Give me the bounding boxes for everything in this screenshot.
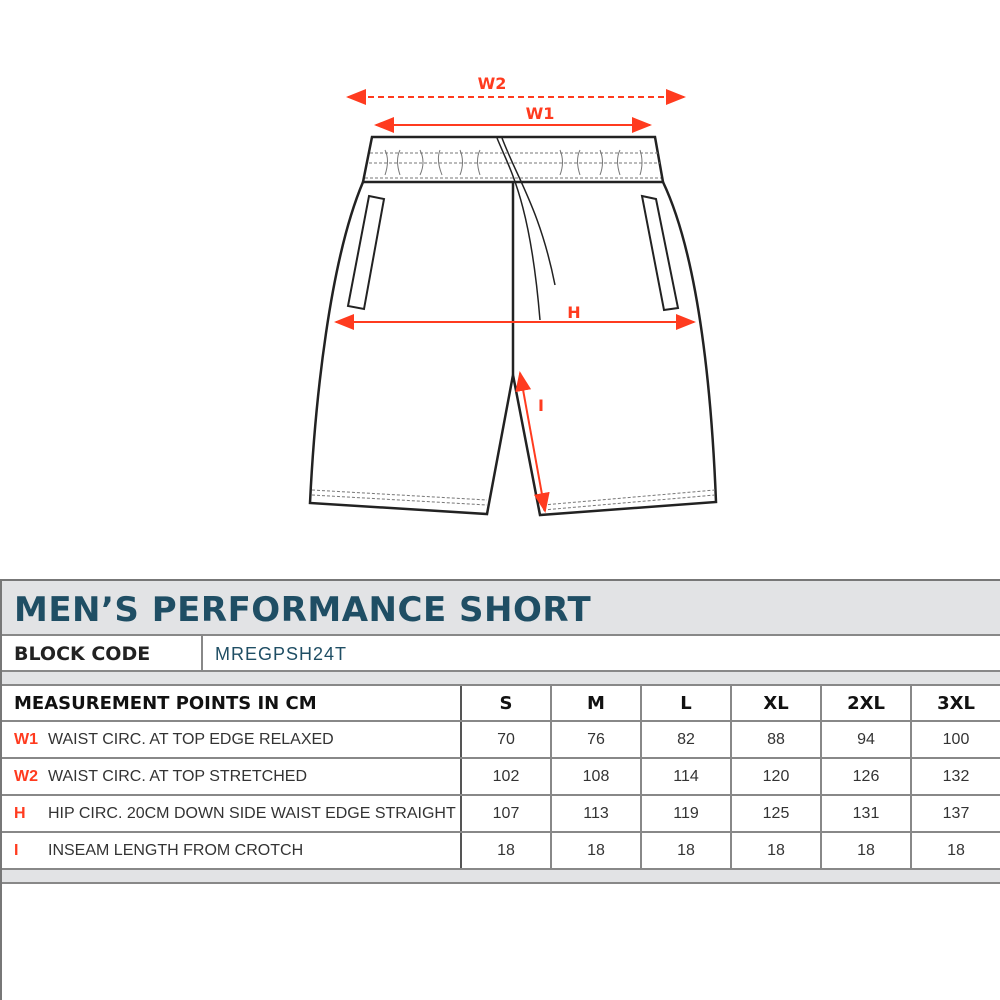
page-title: MEN’S PERFORMANCE SHORT (2, 581, 1000, 636)
measurement-value: 18 (552, 833, 642, 868)
measurement-value: 125 (732, 796, 822, 831)
header-label: MEASUREMENT POINTS IN CM (2, 686, 462, 720)
measurement-value: 120 (732, 759, 822, 794)
size-header: M (552, 686, 642, 720)
measurement-arrows (334, 89, 696, 513)
measurement-value: 18 (732, 833, 822, 868)
measurement-code: W1 (14, 730, 38, 748)
drawstring (496, 137, 556, 321)
stitching (311, 149, 716, 511)
measurement-value: 18 (642, 833, 732, 868)
shorts-outline (308, 135, 718, 517)
shorts-technical-drawing: W2 W1 H I (308, 74, 718, 517)
h-label: H (567, 303, 580, 322)
size-chart: MEN’S PERFORMANCE SHORT BLOCK CODE MREGP… (0, 579, 1000, 1000)
measurement-value: 100 (942, 730, 970, 748)
measurement-value: 114 (642, 759, 732, 794)
measurement-label: WAIST CIRC. AT TOP STRETCHED (48, 767, 308, 785)
measurement-value: 137 (942, 804, 970, 822)
size-header: XL (732, 686, 822, 720)
block-code-row: BLOCK CODE MREGPSH24T (2, 636, 1000, 672)
measurement-code: H (14, 804, 26, 822)
measurement-label: HIP CIRC. 20CM DOWN SIDE WAIST EDGE STRA… (48, 804, 456, 822)
table-header: MEASUREMENT POINTS IN CM S M L XL 2XL 3X… (2, 686, 1000, 722)
table-row: W2 WAIST CIRC. AT TOP STRETCHED 102 108 114 1… (2, 759, 1000, 796)
divider (2, 870, 1000, 884)
measurement-value: 119 (642, 796, 732, 831)
left-pocket (346, 194, 386, 311)
measurement-value: 108 (552, 759, 642, 794)
measurement-value: 76 (552, 722, 642, 757)
measurement-value: 113 (552, 796, 642, 831)
measurement-value: 102 (462, 759, 552, 794)
size-header: 2XL (822, 686, 912, 720)
measurement-code: W2 (14, 767, 38, 785)
table-row: H HIP CIRC. 20CM DOWN SIDE WAIST EDGE STR… (2, 796, 1000, 833)
measurement-value: 88 (732, 722, 822, 757)
measurement-value: 18 (462, 833, 552, 868)
measurement-label: INSEAM LENGTH FROM CROTCH (48, 841, 304, 859)
w2-label: W2 (478, 74, 507, 93)
measurement-value: 107 (462, 796, 552, 831)
right-pocket (640, 194, 680, 312)
table-row: W1 WAIST CIRC. AT TOP EDGE RELAXED 70 76 82 8… (2, 722, 1000, 759)
i-label: I (538, 396, 544, 415)
size-header: S (462, 686, 552, 720)
measurement-value: 126 (822, 759, 912, 794)
divider (2, 672, 1000, 686)
measurement-value: 18 (822, 833, 912, 868)
measurement-label: WAIST CIRC. AT TOP EDGE RELAXED (48, 730, 334, 748)
table-row: I INSEAM LENGTH FROM CROTCH 18 18 18 18 18 18 (2, 833, 1000, 870)
size-header: L (642, 686, 732, 720)
measurement-value: 18 (947, 841, 965, 859)
measurement-value: 70 (462, 722, 552, 757)
i-arrow (515, 371, 550, 513)
block-code-label: BLOCK CODE (2, 636, 203, 670)
measurement-value: 82 (642, 722, 732, 757)
w1-label: W1 (526, 104, 555, 123)
measurement-code: I (14, 841, 19, 859)
block-code-value: MREGPSH24T (215, 644, 348, 664)
measurement-value: 132 (942, 767, 970, 785)
size-header: 3XL (937, 692, 975, 714)
measurement-value: 94 (822, 722, 912, 757)
measurement-value: 131 (822, 796, 912, 831)
